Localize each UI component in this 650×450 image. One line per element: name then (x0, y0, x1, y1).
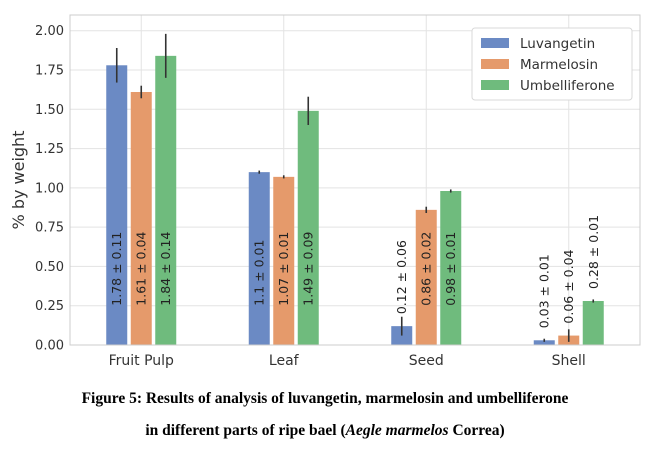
bar-marmelosin (273, 176, 295, 345)
caption-prefix: in different parts of ripe bael ( (145, 422, 346, 439)
y-tick-label: 0.50 (35, 260, 64, 275)
data-label: 0.86 ± 0.02 (419, 232, 434, 306)
bar-umbelliferone (440, 191, 462, 345)
bar-umbelliferone (582, 301, 604, 345)
y-tick-label: 0.25 (35, 299, 64, 314)
legend-swatch (481, 59, 509, 69)
y-tick-label: 1.50 (35, 103, 64, 118)
bar-umbelliferone (297, 110, 319, 345)
bar-marmelosin (130, 92, 152, 345)
data-label: 1.84 ± 0.14 (158, 232, 173, 306)
legend-label: Marmelosin (520, 57, 598, 73)
legend-swatch (481, 38, 509, 48)
figure-caption-line-2: in different parts of ripe bael (Aegle m… (0, 422, 650, 440)
bar-marmelosin (415, 209, 437, 345)
plot-frame (69, 14, 641, 346)
y-axis-label: % by weight (9, 131, 28, 230)
figure-caption-line-1: Figure 5: Results of analysis of luvange… (81, 390, 569, 407)
y-tick-label: 2.00 (35, 24, 64, 39)
legend-swatch (481, 80, 509, 90)
legend-box (471, 27, 633, 101)
data-label: 1.07 ± 0.01 (276, 232, 291, 306)
caption-species-name: Aegle marmelos (345, 422, 449, 439)
y-tick-label: 1.25 (35, 142, 64, 157)
bar-umbelliferone (155, 55, 177, 345)
x-tick-label: Leaf (269, 353, 300, 369)
data-label: 0.12 ± 0.06 (394, 240, 409, 314)
bar-luvangetin (106, 65, 128, 346)
data-label: 0.98 ± 0.01 (443, 232, 458, 306)
x-tick-label: Shell (552, 353, 586, 369)
data-label: 1.78 ± 0.11 (109, 232, 124, 306)
bar-luvangetin (248, 172, 270, 345)
y-tick-label: 1.00 (35, 181, 64, 196)
legend-label: Luvangetin (520, 36, 595, 52)
x-tick-label: Seed (409, 353, 444, 369)
data-label: 1.1 ± 0.01 (252, 240, 267, 306)
x-tick-label: Fruit Pulp (109, 353, 174, 369)
bar-chart: 0.00 0.25 0.50 0.75 1.00 1.25 1.50 1.75 2.00 1.78… (9, 14, 641, 369)
data-label: 0.06 ± 0.04 (561, 249, 576, 323)
y-tick-label: 0.75 (35, 221, 64, 236)
data-label: 1.61 ± 0.04 (134, 232, 149, 306)
y-tick-label: 1.75 (35, 64, 64, 79)
bar-luvangetin (533, 340, 555, 345)
data-label: 0.03 ± 0.01 (537, 254, 552, 328)
y-tick-label: 0.00 (35, 339, 64, 354)
data-label: 0.28 ± 0.01 (586, 215, 601, 289)
data-label: 1.49 ± 0.09 (301, 232, 316, 306)
legend-label: Umbelliferone (520, 78, 615, 94)
caption-suffix: Correa) (448, 422, 505, 439)
